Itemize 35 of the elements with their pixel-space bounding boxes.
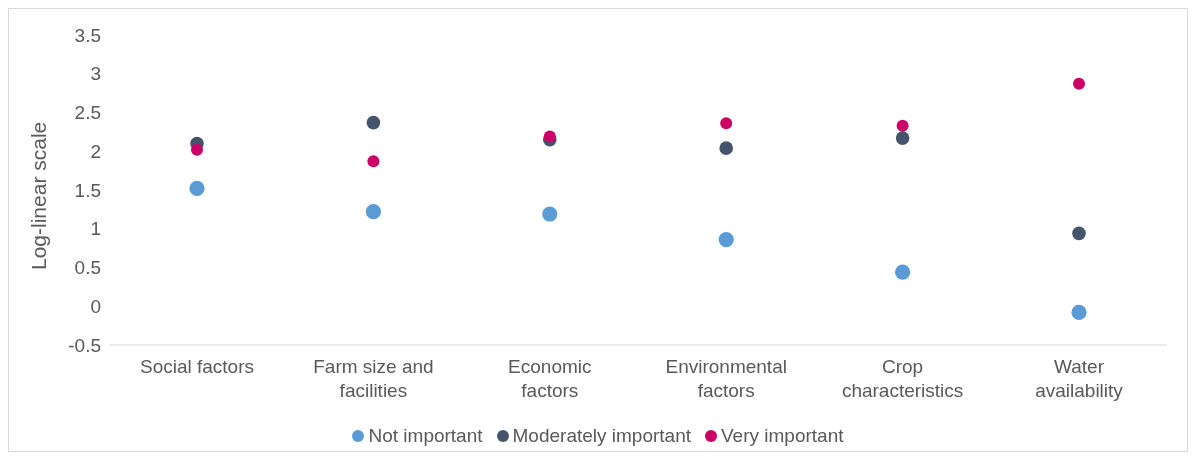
point [1072, 226, 1086, 241]
point [189, 180, 205, 197]
point [366, 115, 381, 130]
point [896, 119, 909, 132]
y-tick-label: 1 [90, 218, 101, 240]
x-tick-label: Water availability [1035, 356, 1124, 401]
point [895, 131, 910, 145]
point [719, 141, 733, 155]
point [542, 206, 558, 222]
point [543, 130, 556, 143]
point [720, 117, 733, 130]
x-tick-label: Environmental factors [665, 356, 787, 401]
y-axis-title: Log-linear scale [27, 121, 51, 270]
point [1071, 304, 1087, 321]
y-tick-label: 2 [90, 140, 101, 162]
point [191, 143, 203, 156]
point [367, 155, 380, 168]
legend-label: Moderately important [511, 425, 691, 447]
legend-label: Not important [367, 425, 483, 447]
point [895, 264, 911, 280]
x-tick-label: Economic factors [508, 356, 592, 401]
point [718, 232, 734, 248]
y-tick-label: 0 [90, 295, 101, 317]
x-tick-label: Social factors [139, 356, 255, 377]
y-tick-label: 3 [90, 63, 101, 85]
x-tick-label: Farm size and facilities [313, 356, 434, 401]
y-tick-label: -0.5 [68, 334, 101, 356]
y-tick-label: 3.5 [74, 24, 101, 46]
point [365, 204, 381, 220]
legend-label: Very important [720, 425, 844, 447]
point [1073, 77, 1085, 90]
x-tick-label: Crop characteristics [841, 356, 964, 401]
y-tick-label: 0.5 [74, 257, 101, 279]
y-tick-label: 1.5 [74, 179, 101, 201]
y-tick-label: 2.5 [74, 102, 101, 124]
